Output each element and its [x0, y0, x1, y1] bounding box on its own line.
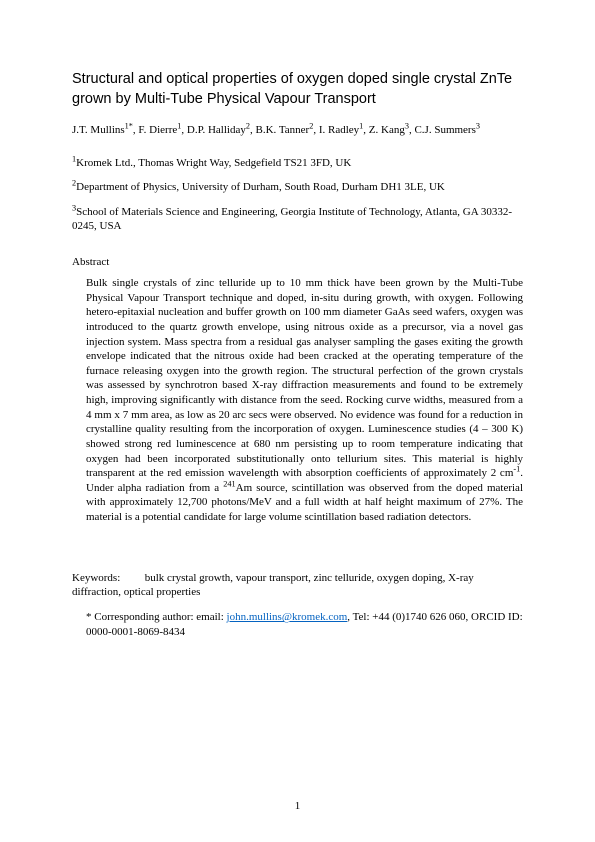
keywords-label: Keywords:: [72, 571, 142, 586]
page-number: 1: [0, 799, 595, 814]
affiliation-2: 2Department of Physics, University of Du…: [72, 180, 523, 194]
keywords-block: Keywords: bulk crystal growth, vapour tr…: [72, 571, 523, 601]
author-list: J.T. Mullins1*, F. Dierre1, D.P. Hallida…: [72, 123, 523, 138]
affiliation-1: 1Kromek Ltd., Thomas Wright Way, Sedgefi…: [72, 156, 523, 170]
paper-title: Structural and optical properties of oxy…: [72, 70, 523, 109]
corresp-email-link[interactable]: john.mullins@kromek.com: [227, 611, 348, 623]
corresponding-author: * Corresponding author: email: john.mull…: [86, 610, 523, 640]
affiliation-3: 3School of Materials Science and Enginee…: [72, 205, 523, 234]
abstract-text: Bulk single crystals of zinc telluride u…: [86, 276, 523, 525]
abstract-heading: Abstract: [72, 255, 523, 270]
corresp-prefix: * Corresponding author: email:: [86, 611, 227, 623]
